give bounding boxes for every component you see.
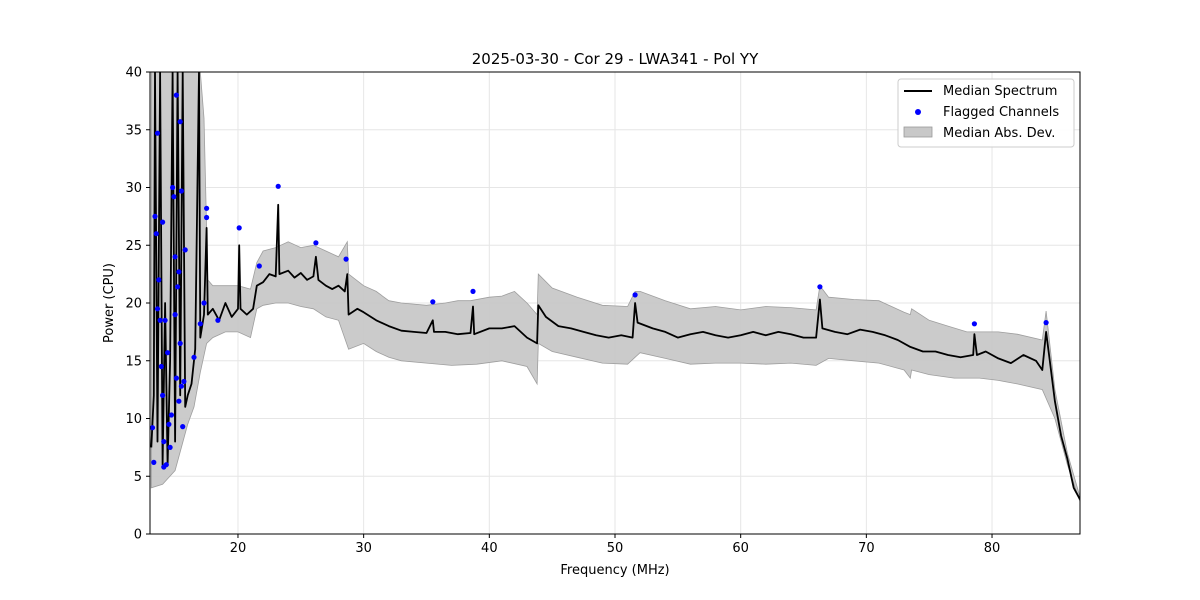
flagged-channel-point	[178, 383, 184, 389]
flagged-channel-point	[173, 375, 179, 381]
x-tick-label: 80	[984, 541, 1001, 556]
legend-swatch-flagged-channels	[915, 109, 921, 115]
flagged-channel-point	[163, 462, 169, 468]
flagged-channel-point	[176, 398, 182, 404]
y-tick-label: 5	[134, 470, 142, 485]
flagged-channel-point	[160, 392, 166, 398]
y-axis-label: Power (CPU)	[102, 263, 117, 343]
flagged-channel-point	[158, 363, 164, 370]
median-spectrum-line	[150, 72, 1080, 500]
x-axis-label: Frequency (MHz)	[560, 563, 669, 578]
x-tick-label: 40	[481, 541, 498, 556]
y-tick-label: 0	[134, 528, 142, 543]
legend-frame	[897, 78, 1075, 148]
y-tick-label: 25	[125, 239, 142, 254]
flagged-channel-point	[151, 459, 157, 465]
flagged-channel-point	[154, 130, 161, 136]
flagged-channel-point	[204, 205, 210, 211]
plot-area	[150, 72, 1080, 502]
axis-ticks: 20 30 40 50 60 70 80 0 5 10 15 20 25 30 35 40	[125, 66, 1000, 557]
y-tick-label: 35	[125, 123, 142, 138]
data-layer	[150, 72, 1080, 502]
flagged-channel-point	[173, 92, 179, 98]
flagged-channel-point	[180, 424, 186, 430]
flagged-channel-point	[171, 194, 177, 200]
legend-label-median-spectrum: Median Spectrum	[943, 84, 1057, 99]
flagged-channel-point	[176, 269, 182, 275]
flagged-channel-point	[197, 321, 203, 327]
flagged-channel-point	[275, 183, 281, 189]
flagged-channel-point	[256, 263, 262, 269]
flagged-channel-point	[160, 219, 166, 225]
flagged-channel-point	[430, 299, 436, 305]
flagged-channel-point	[632, 292, 638, 298]
legend-label-median-abs-dev: Median Abs. Dev.	[943, 126, 1055, 141]
x-tick-label: 30	[355, 541, 372, 556]
flagged-channel-point	[156, 277, 162, 283]
flagged-channel-point	[181, 378, 187, 385]
flagged-channel-point	[817, 284, 823, 290]
flagged-channel-point	[167, 444, 173, 450]
flagged-channel-point	[470, 288, 476, 294]
x-tick-label: 20	[230, 541, 247, 556]
flagged-channel-point	[971, 321, 978, 327]
flagged-channel-point	[150, 425, 156, 431]
flagged-channel-point	[157, 317, 163, 323]
flagged-channel-point	[172, 312, 178, 318]
legend-swatch-median-abs-dev	[903, 126, 933, 138]
flagged-channel-point	[165, 350, 171, 356]
y-tick-label: 10	[125, 412, 142, 427]
flagged-channel-point	[175, 284, 181, 290]
flagged-channel-point	[177, 340, 183, 346]
flagged-channel-point	[236, 225, 242, 231]
chart-title: 2025-03-30 - Cor 29 - LWA341 - Pol YY	[472, 50, 759, 68]
flagged-channel-point	[168, 412, 174, 418]
y-tick-label: 30	[125, 181, 142, 196]
flagged-channel-point	[201, 300, 207, 306]
flagged-channel-point	[191, 354, 197, 360]
y-tick-label: 15	[125, 354, 142, 369]
flagged-channel-point	[170, 184, 176, 191]
y-tick-label: 20	[125, 297, 142, 312]
flagged-channel-point	[215, 317, 221, 323]
flagged-channel-point	[1043, 320, 1049, 326]
x-tick-label: 70	[858, 541, 875, 556]
flagged-channel-point	[182, 247, 188, 253]
legend: Median Spectrum Flagged Channels Median …	[897, 78, 1075, 148]
flagged-channel-point	[343, 256, 349, 262]
flagged-channel-point	[153, 231, 159, 237]
flagged-channel-point	[204, 214, 210, 221]
legend-label-flagged-channels: Flagged Channels	[943, 105, 1059, 120]
flagged-channel-point	[172, 254, 178, 260]
flagged-channel-point	[154, 306, 161, 312]
x-tick-label: 60	[732, 541, 749, 556]
flagged-channel-point	[313, 240, 319, 246]
flagged-channel-point	[177, 119, 183, 125]
flagged-channel-point	[152, 213, 158, 219]
flagged-channel-point	[178, 188, 184, 194]
flagged-channel-point	[161, 439, 167, 445]
y-tick-label: 40	[125, 66, 142, 81]
flagged-channel-point	[162, 317, 168, 323]
flagged-channel-point	[166, 421, 172, 427]
x-tick-label: 50	[607, 541, 624, 556]
